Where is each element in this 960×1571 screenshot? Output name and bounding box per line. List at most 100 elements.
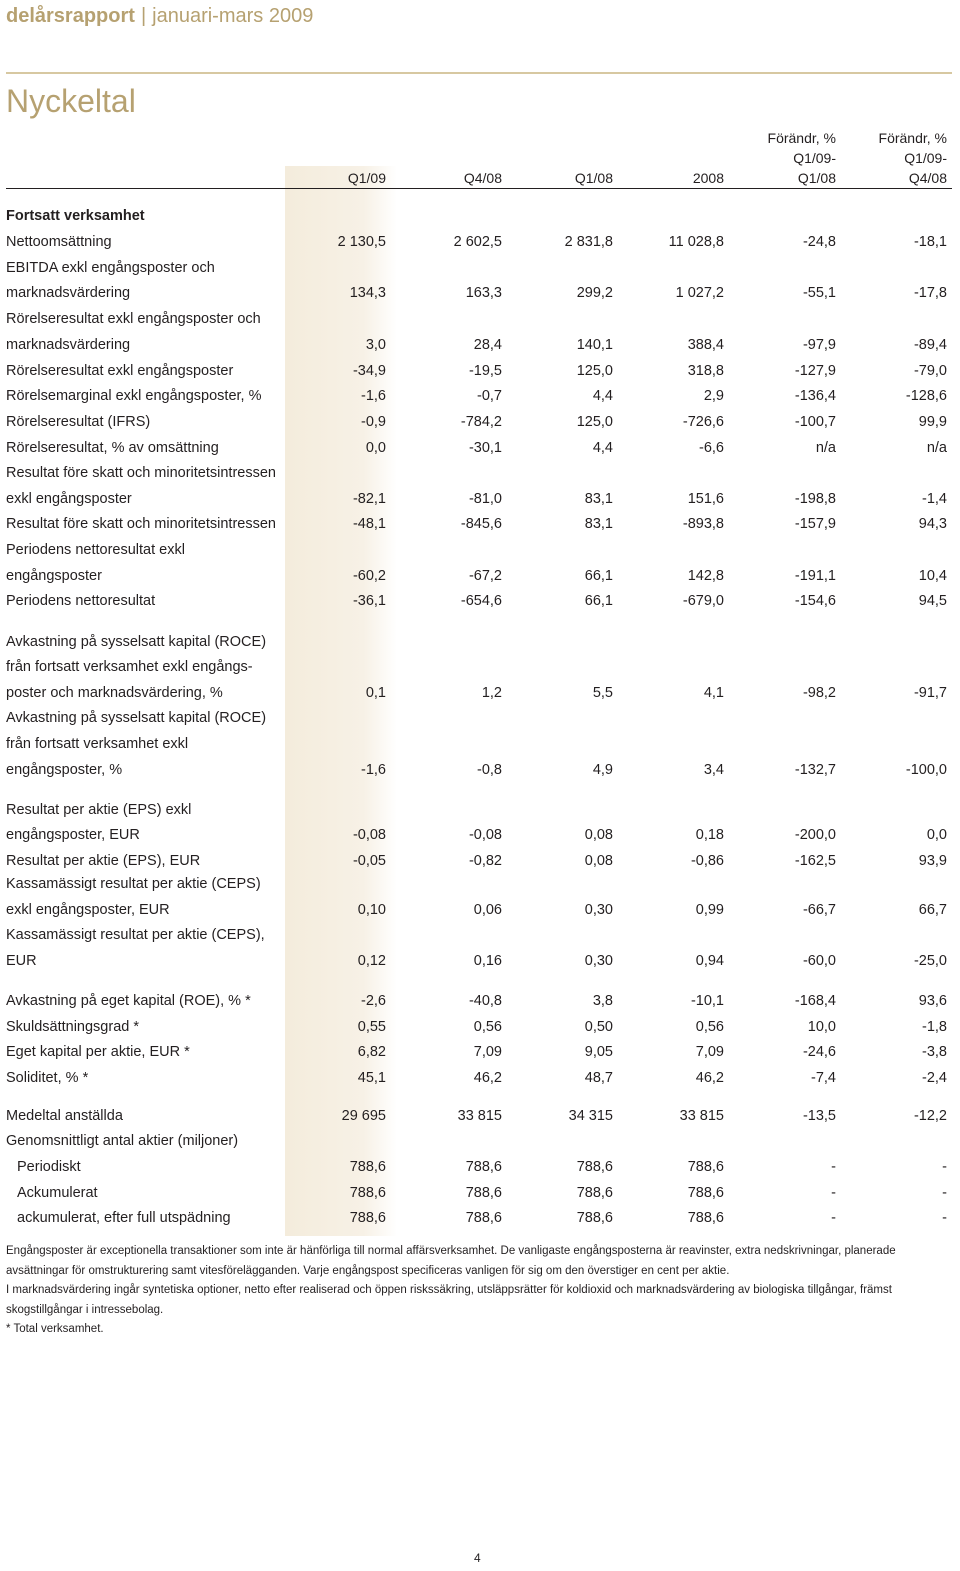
row-value: -89,4 [913,337,947,353]
table-row: Resultat per aktie (EPS), EUR -0,05 -0,82 0… [0,849,960,873]
row-label: Genomsnittligt antal aktier (miljoner) [6,1133,239,1149]
row-value: -162,5 [794,853,836,869]
row-value: -12,2 [913,1108,947,1124]
row-value: -60,2 [352,568,386,584]
row-value: - [942,1159,947,1175]
row-label: marknadsvärdering [6,337,131,353]
footnote-marknadsvardering: I marknadsvärdering ingår syntetiska opt… [6,1284,892,1316]
row-value: -48,1 [352,516,386,532]
row-label: Avkastning på sysselsatt kapital (ROCE) [6,710,267,726]
row-value: 4,1 [703,685,724,701]
column-header-change-vs-q4-08: Förändr, % Q1/09- Q4/08 [878,130,947,186]
table-row: Avkastning på sysselsatt kapital (ROCE) [0,706,960,730]
row-value: -0,08 [352,827,386,843]
row-value: 0,08 [584,827,613,843]
row-value: -845,6 [460,516,502,532]
row-label: Resultat per aktie (EPS) exkl [6,802,192,818]
row-value: 318,8 [687,363,724,379]
row-label: EUR [6,953,37,969]
header-rule [6,72,952,74]
table-row: Periodens nettoresultat exkl [0,538,960,562]
row-label: Ackumulerat [17,1185,98,1201]
table-row: Medeltal anställda 29 695 33 815 34 315 33 8… [0,1104,960,1128]
table-row: Periodiskt 788,6 788,6 788,6 788,6 - - [0,1155,960,1179]
row-value: 0,16 [473,953,502,969]
row-value: -0,82 [468,853,502,869]
row-value: -0,86 [690,853,724,869]
table-row: Skuldsättningsgrad * 0,55 0,56 0,50 0,56 10,0… [0,1015,960,1039]
row-value: 2 831,8 [564,234,613,250]
row-value: -136,4 [794,388,836,404]
row-value: -2,4 [922,1070,947,1086]
table-row: Resultat före skatt och minoritetsintres… [0,461,960,485]
row-value: 29 695 [341,1108,386,1124]
row-value: -154,6 [794,593,836,609]
row-value: -0,7 [477,388,502,404]
row-value: 66,7 [918,902,947,918]
row-value: 33 815 [457,1108,502,1124]
row-value: -1,6 [361,388,386,404]
table-row: Ackumulerat 788,6 788,6 788,6 788,6 - - [0,1181,960,1205]
row-value: - [942,1185,947,1201]
column-header-change-vs-q1-08: Förändr, % Q1/09- Q1/08 [767,130,836,186]
row-value: 134,3 [349,285,386,301]
row-label: från fortsatt verksamhet exkl [6,736,189,752]
row-value: 151,6 [687,491,724,507]
row-value: -25,0 [913,953,947,969]
row-value: 0,56 [473,1019,502,1035]
row-value: -82,1 [352,491,386,507]
row-value: - [942,1210,947,1226]
column-header-q4-08: Q4/08 [463,170,502,186]
row-label: engångsposter, % [6,762,123,778]
footnotes: Engångsposter är exceptionella transakti… [6,1242,954,1340]
table-row: Avkastning på eget kapital (ROE), % * -2,… [0,989,960,1013]
row-value: 46,2 [695,1070,724,1086]
row-value: 0,12 [357,953,386,969]
row-label: Avkastning på eget kapital (ROE), % * [6,993,251,1009]
row-value: 83,1 [584,491,613,507]
row-value: -7,4 [811,1070,836,1086]
row-value: -0,8 [477,762,502,778]
table-row: EUR 0,12 0,16 0,30 0,94 -60,0 -25,0 [0,949,960,973]
row-value: -18,1 [913,234,947,250]
row-value: -19,5 [468,363,502,379]
row-value: -60,0 [802,953,836,969]
row-value: 788,6 [465,1159,502,1175]
table-row: marknadsvärdering 3,0 28,4 140,1 388,4 -97,9 -… [0,333,960,357]
row-value: 48,7 [584,1070,613,1086]
row-value: 388,4 [687,337,724,353]
table-row: Rörelseresultat exkl engångsposter och [0,307,960,331]
row-label: Nettoomsättning [6,234,112,250]
row-label: Resultat före skatt och minoritetsintres… [6,465,276,481]
table-row: Kassamässigt resultat per aktie (CEPS) [0,872,960,896]
row-value: -198,8 [794,491,836,507]
row-value: 0,06 [473,902,502,918]
row-value: -34,9 [352,363,386,379]
row-value: -0,9 [361,414,386,430]
row-value: -24,6 [802,1044,836,1060]
row-value: -2,6 [361,993,386,1009]
table-row: Rörelseresultat, % av omsättning 0,0 -30,1… [0,436,960,460]
table-row: Soliditet, % * 45,1 46,2 48,7 46,2 -7,4 -2,4 [0,1066,960,1090]
row-value: -127,9 [794,363,836,379]
row-value: -1,6 [361,762,386,778]
row-value: 0,08 [584,853,613,869]
row-value: 45,1 [357,1070,386,1086]
table-header-rule [6,188,952,189]
row-value: 3,0 [365,337,386,353]
row-value: -79,0 [913,363,947,379]
row-label: Periodens nettoresultat [6,593,156,609]
row-value: -81,0 [468,491,502,507]
table-row: exkl engångsposter -82,1 -81,0 83,1 151,6 -19… [0,487,960,511]
row-value: 46,2 [473,1070,502,1086]
row-value: 788,6 [687,1159,724,1175]
row-value: 788,6 [349,1210,386,1226]
row-value: 0,0 [926,827,947,843]
row-value: -1,4 [922,491,947,507]
table-row: exkl engångsposter, EUR 0,10 0,06 0,30 0,99 -… [0,898,960,922]
row-value: 0,55 [357,1019,386,1035]
row-value: 99,9 [918,414,947,430]
row-value: 788,6 [687,1185,724,1201]
row-value: -726,6 [682,414,724,430]
row-value: 4,4 [592,388,613,404]
